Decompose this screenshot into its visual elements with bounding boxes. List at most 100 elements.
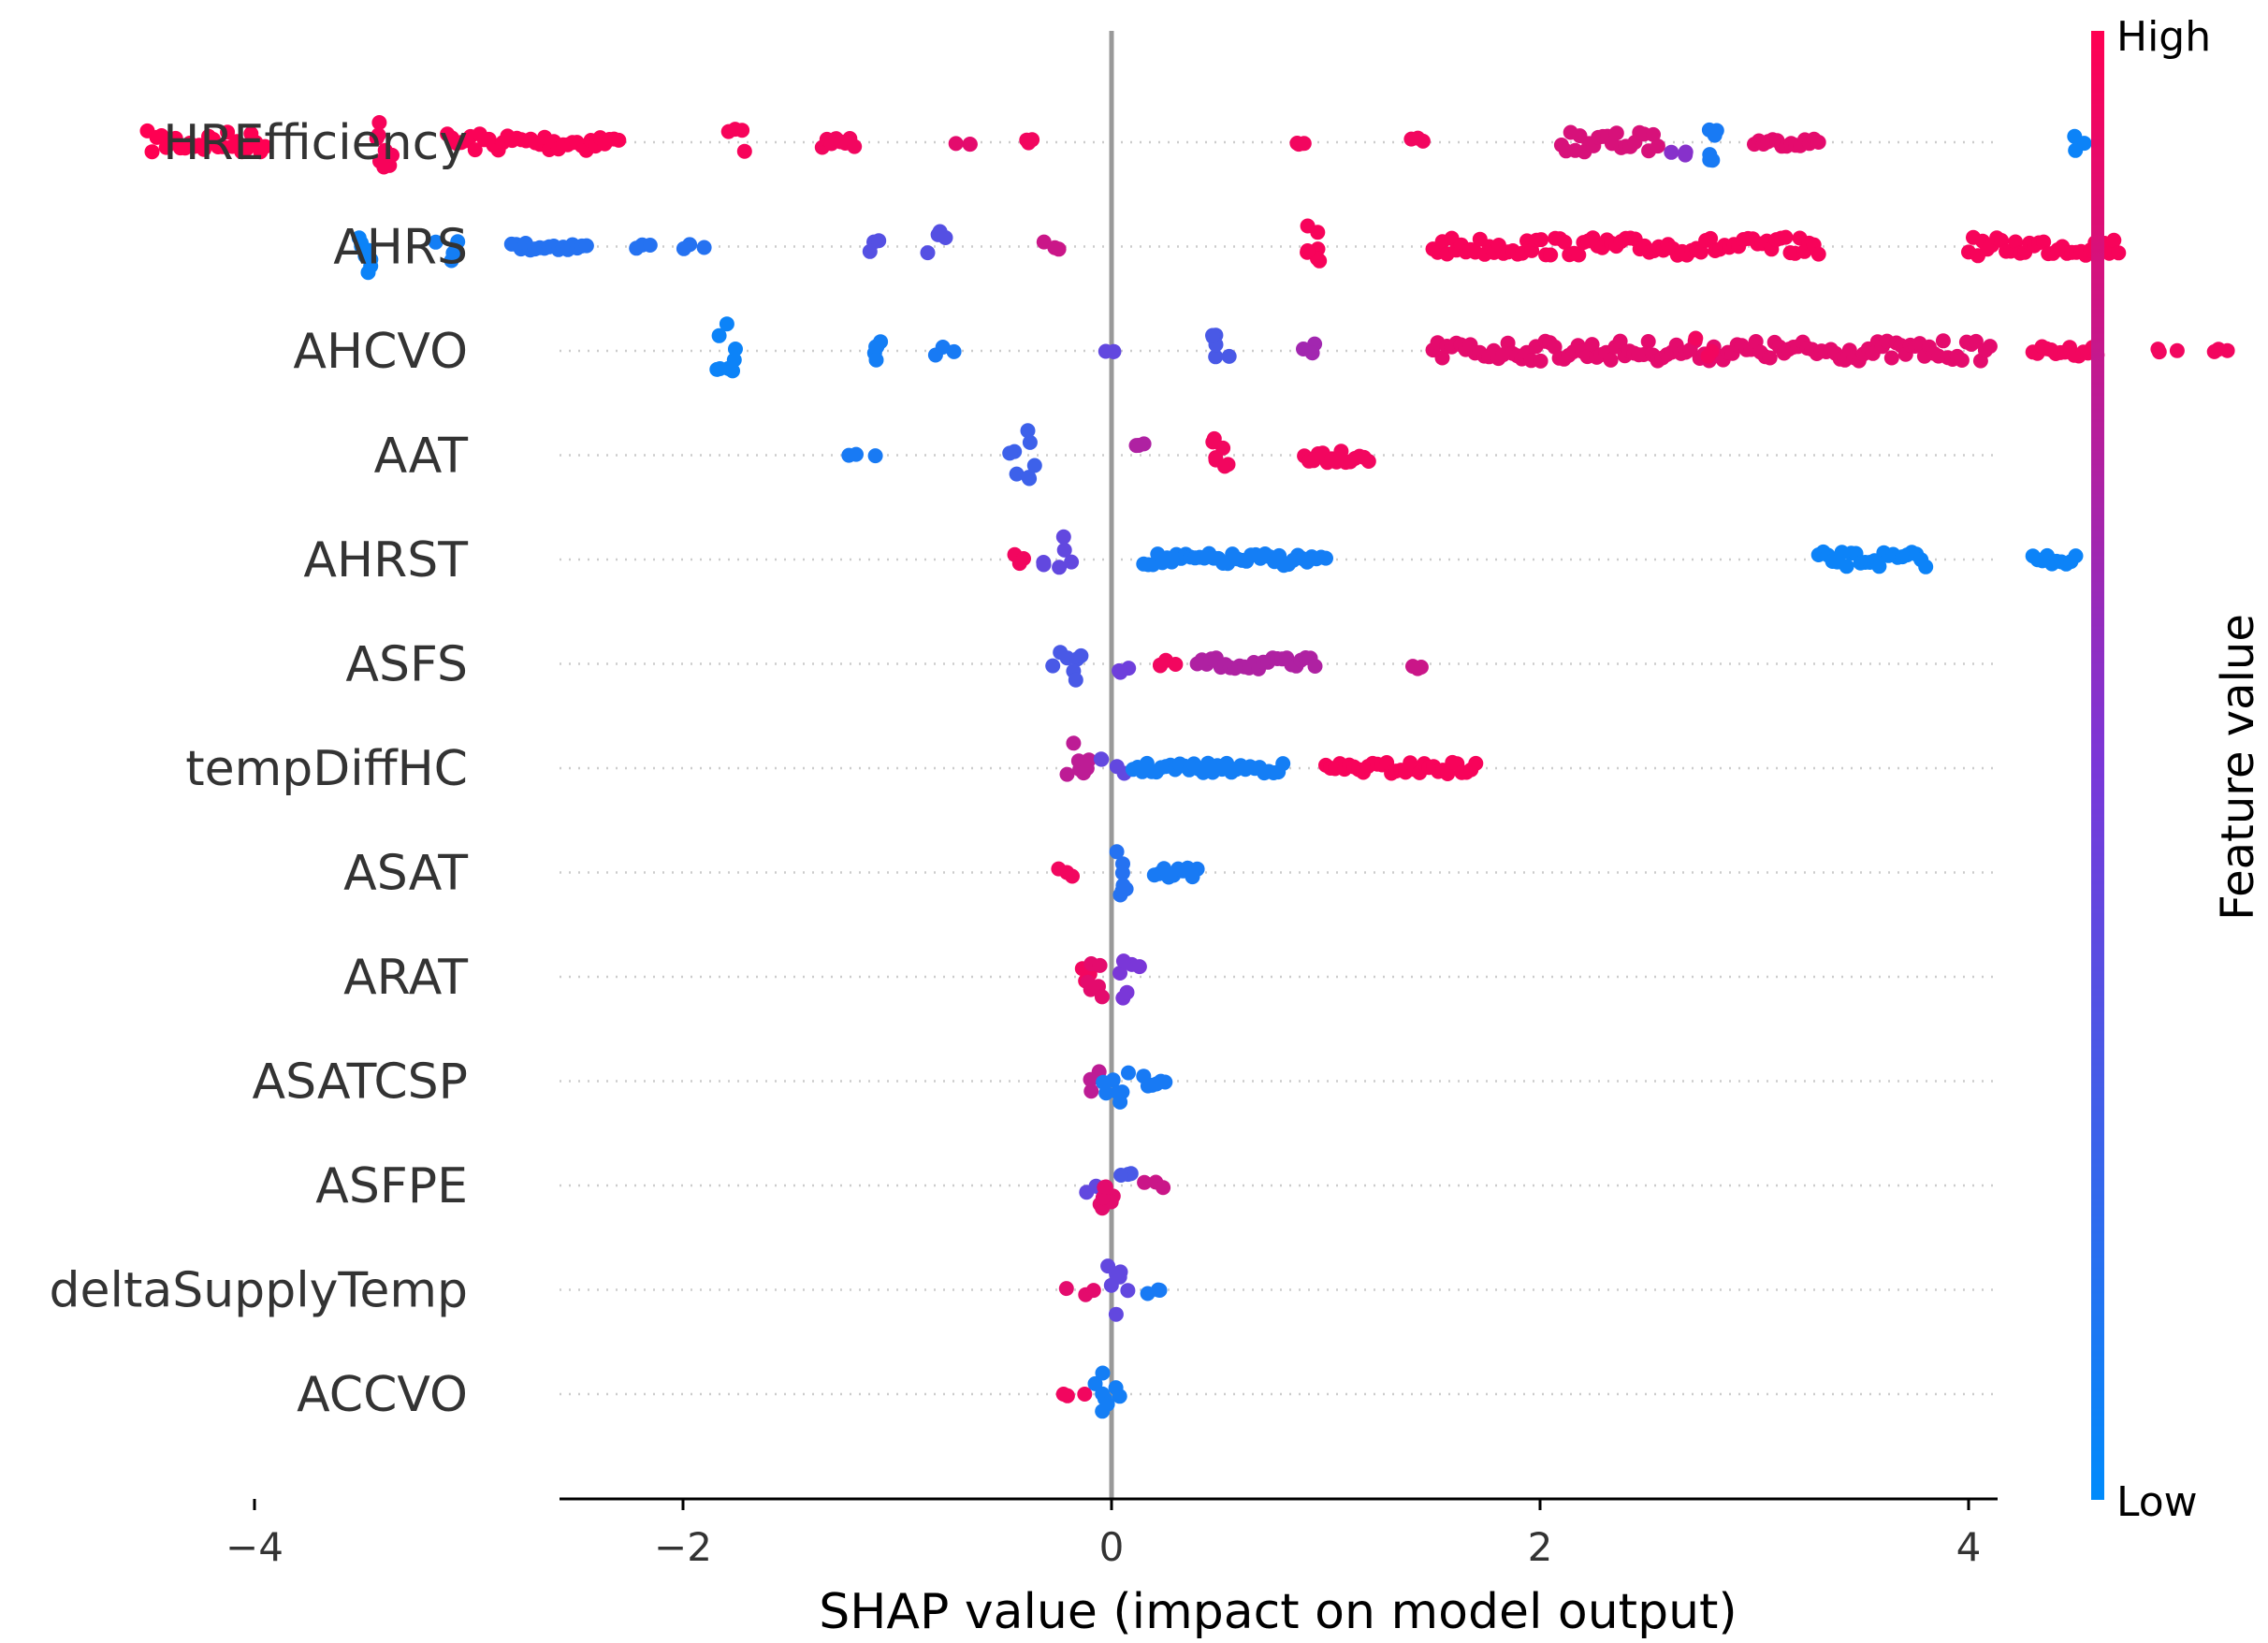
feature-row bbox=[1079, 1166, 1171, 1216]
data-point bbox=[1085, 1283, 1101, 1299]
data-point bbox=[725, 363, 740, 379]
data-point bbox=[1095, 1365, 1111, 1381]
data-point bbox=[1703, 230, 1719, 246]
data-point bbox=[1026, 458, 1042, 473]
data-point bbox=[1158, 652, 1173, 668]
data-point bbox=[1066, 735, 1082, 751]
data-point bbox=[1678, 147, 1694, 163]
data-point bbox=[2106, 232, 2122, 248]
data-point bbox=[360, 265, 376, 281]
data-point bbox=[1140, 1286, 1156, 1301]
data-point bbox=[2151, 344, 2167, 360]
feature-label: AHRS bbox=[333, 220, 468, 276]
data-point bbox=[1778, 229, 1794, 245]
data-point bbox=[196, 141, 211, 157]
data-point bbox=[1705, 153, 1721, 168]
data-point bbox=[467, 142, 483, 158]
data-point bbox=[1021, 135, 1037, 151]
data-point bbox=[712, 361, 728, 376]
data-point bbox=[1405, 659, 1420, 675]
data-point bbox=[676, 240, 691, 256]
data-point bbox=[1208, 452, 1224, 468]
data-point bbox=[1131, 438, 1147, 453]
data-point bbox=[1318, 550, 1333, 566]
data-point bbox=[1002, 445, 1018, 461]
data-point bbox=[1935, 333, 1951, 349]
data-point bbox=[1103, 1277, 1119, 1293]
data-point bbox=[1110, 1084, 1126, 1100]
data-point bbox=[2068, 142, 2084, 158]
feature-label: ASATCSP bbox=[253, 1054, 468, 1111]
data-point bbox=[1208, 349, 1224, 365]
data-point bbox=[1058, 1281, 1074, 1297]
data-point bbox=[642, 238, 658, 253]
data-point bbox=[946, 343, 962, 359]
colorbar-high-label: High bbox=[2116, 13, 2211, 61]
data-point bbox=[1700, 348, 1716, 364]
data-point bbox=[578, 238, 594, 254]
data-point bbox=[1051, 241, 1067, 257]
feature-label: deltaSupplyTemp bbox=[50, 1263, 468, 1319]
data-point bbox=[1584, 337, 1600, 353]
feature-label: ASFPE bbox=[315, 1158, 468, 1214]
data-point bbox=[354, 235, 370, 251]
data-point bbox=[385, 147, 400, 163]
data-point bbox=[1300, 243, 1316, 258]
data-point bbox=[1106, 343, 1122, 359]
colorbar-title: Feature value bbox=[2212, 614, 2264, 921]
data-point bbox=[1547, 339, 1563, 355]
data-point bbox=[1109, 759, 1125, 775]
data-point bbox=[220, 124, 236, 140]
feature-row bbox=[1058, 1258, 1168, 1322]
feature-row bbox=[351, 218, 2127, 281]
data-point bbox=[1053, 645, 1069, 661]
feature-labels: HREfficiency AHRS AHCVO AAT AHRST ASFS tempDif… bbox=[50, 115, 469, 1423]
data-point bbox=[1119, 984, 1135, 1000]
feature-label: ARAT bbox=[343, 950, 468, 1006]
data-point bbox=[1839, 559, 1854, 574]
data-point bbox=[1650, 138, 1665, 154]
data-point bbox=[948, 136, 964, 152]
data-point bbox=[1055, 1387, 1071, 1402]
data-point bbox=[1094, 751, 1110, 767]
data-point bbox=[1982, 339, 1998, 355]
data-point bbox=[1052, 560, 1068, 575]
data-point bbox=[1275, 756, 1291, 772]
data-point bbox=[144, 144, 160, 160]
data-point bbox=[1100, 1258, 1116, 1274]
data-point bbox=[1603, 352, 1619, 368]
feature-label: AHRST bbox=[303, 532, 468, 589]
data-point bbox=[1360, 454, 1376, 469]
feature-row bbox=[841, 423, 1376, 487]
data-point bbox=[1883, 350, 1899, 366]
data-point bbox=[1533, 353, 1548, 369]
data-point bbox=[1468, 755, 1484, 771]
data-point bbox=[1707, 127, 1723, 143]
feature-row bbox=[1083, 1064, 1173, 1110]
data-point bbox=[847, 138, 863, 154]
data-point bbox=[1098, 1179, 1113, 1195]
data-point bbox=[719, 316, 734, 332]
data-point bbox=[871, 233, 887, 249]
feature-row bbox=[1007, 529, 2084, 575]
data-point bbox=[1534, 232, 1549, 248]
data-point bbox=[1608, 125, 1624, 141]
data-point bbox=[1206, 430, 1222, 446]
data-point bbox=[1220, 457, 1236, 473]
data-point bbox=[611, 132, 627, 148]
data-point bbox=[1131, 959, 1147, 975]
data-point bbox=[736, 143, 752, 159]
data-point bbox=[1557, 234, 1573, 250]
data-point bbox=[1080, 974, 1096, 990]
data-point bbox=[1954, 353, 1970, 368]
data-point bbox=[1059, 766, 1075, 782]
feature-label: ACCVO bbox=[297, 1367, 468, 1423]
colorbar-gradient bbox=[2091, 31, 2104, 1500]
x-axis-title: SHAP value (impact on model output) bbox=[819, 1584, 1737, 1640]
data-point bbox=[450, 234, 466, 250]
data-point bbox=[696, 240, 712, 255]
feature-label: HREfficiency bbox=[163, 115, 468, 171]
data-point bbox=[1064, 554, 1080, 570]
feature-row bbox=[1059, 735, 1484, 782]
